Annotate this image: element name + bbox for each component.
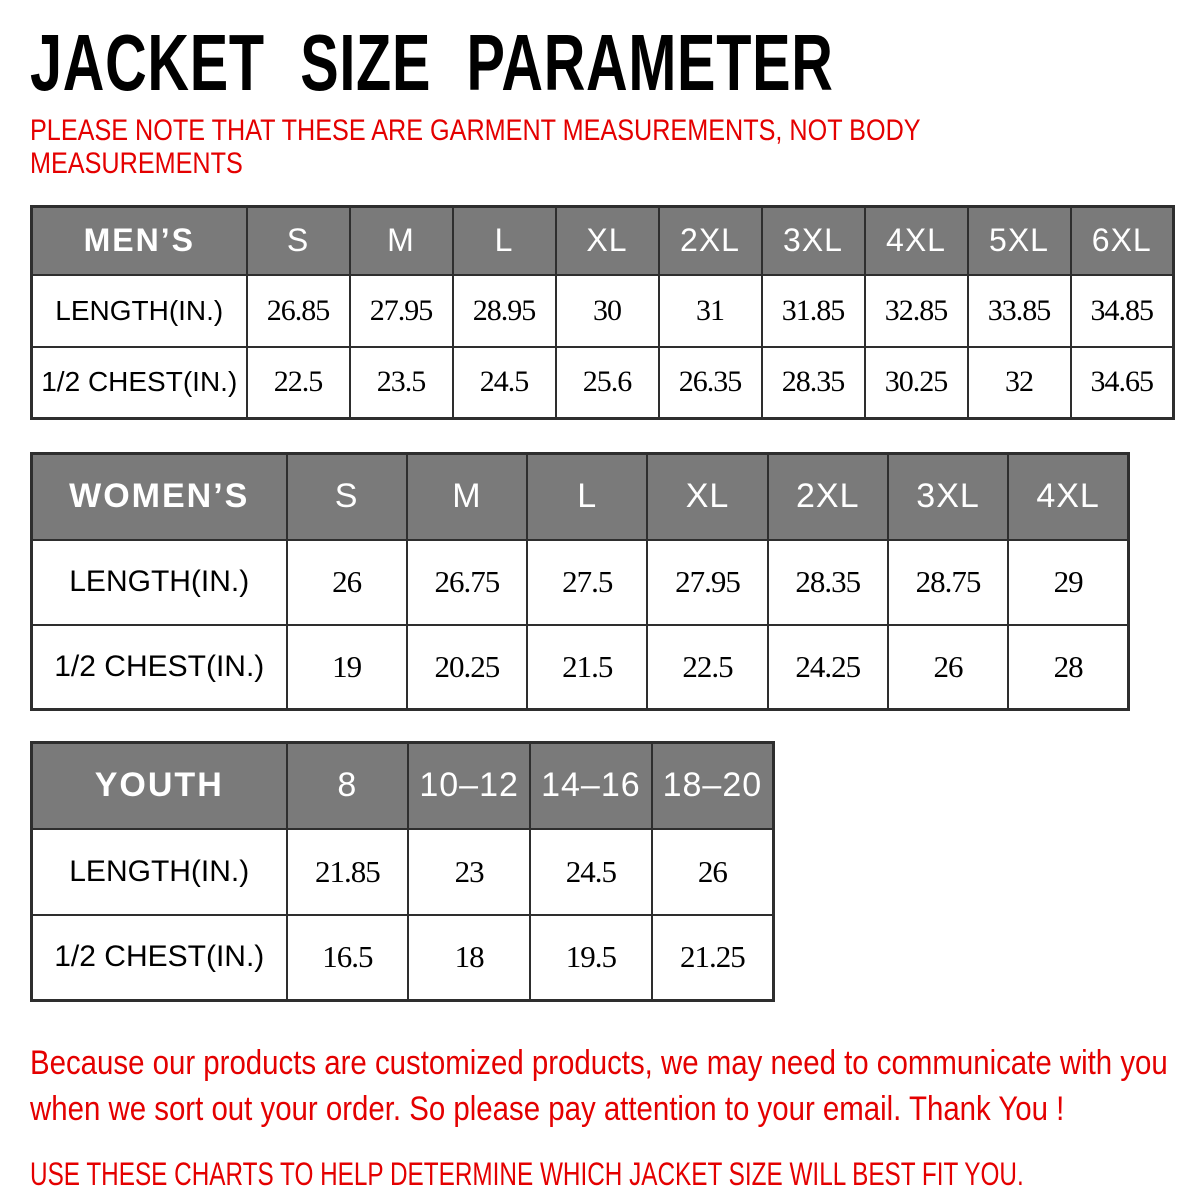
measurement-value-cell: 26	[886, 623, 1010, 711]
size-column-header: 3XL	[886, 452, 1010, 541]
custom-order-note: Because our products are customized prod…	[30, 1040, 1168, 1132]
measurement-value-cell: 31	[657, 273, 763, 348]
measurement-row: LENGTH(IN.) 26 26.75 27.5 27.95 28.35 28.75 29	[30, 538, 1130, 626]
measurement-value-cell: 30.25	[863, 345, 969, 420]
size-column-header: 3XL	[760, 205, 866, 276]
measurement-value-cell: 22.5	[646, 623, 769, 711]
custom-order-note-line-1: Because our products are customized prod…	[30, 1044, 1168, 1082]
size-column-header: 14–16	[529, 741, 653, 830]
measurement-value-cell: 28.35	[760, 345, 866, 420]
measurement-value-cell: 21.85	[285, 827, 410, 916]
garment-measurement-note: PLEASE NOTE THAT THESE ARE GARMENT MEASU…	[30, 114, 996, 180]
size-column-header: L	[526, 452, 649, 541]
measurement-value-cell: 19.5	[529, 913, 653, 1002]
measurement-value-cell: 19	[285, 623, 408, 711]
measurement-value-cell: 16.5	[285, 913, 410, 1002]
measurement-value-cell: 34.65	[1069, 345, 1175, 420]
size-column-header: M	[348, 205, 454, 276]
note-line-2: MEASUREMENTS	[30, 147, 243, 180]
measurement-value-cell: 28	[1007, 623, 1130, 711]
size-column-header: XL	[646, 452, 769, 541]
measurement-value-cell: 32.85	[863, 273, 969, 348]
group-title-cell: MEN’S	[30, 205, 248, 276]
group-title-cell: WOMEN’S	[30, 452, 288, 541]
size-column-header: L	[451, 205, 557, 276]
usage-note: USE THESE CHARTS TO HELP DETERMINE WHICH…	[30, 1156, 1024, 1192]
group-title-cell: YOUTH	[30, 741, 288, 830]
measurement-value-cell: 32	[966, 345, 1072, 420]
size-column-header: S	[285, 452, 408, 541]
size-column-header: M	[405, 452, 529, 541]
measurement-value-cell: 24.25	[766, 623, 889, 711]
row-label-cell: LENGTH(IN.)	[30, 538, 288, 626]
note-line-1: PLEASE NOTE THAT THESE ARE GARMENT MEASU…	[30, 114, 921, 147]
size-column-header: 6XL	[1069, 205, 1175, 276]
measurement-row: LENGTH(IN.) 21.85 23 24.5 26	[30, 827, 775, 916]
measurement-value-cell: 23	[407, 827, 531, 916]
measurement-value-cell: 27.95	[646, 538, 769, 626]
size-column-header: 8	[285, 741, 410, 830]
measurement-value-cell: 28.35	[766, 538, 889, 626]
page-title-text: JACKET SIZE PARAMETER	[30, 18, 834, 107]
measurement-row: 1/2 CHEST(IN.) 16.5 18 19.5 21.25	[30, 913, 775, 1002]
measurement-value-cell: 28.75	[886, 538, 1010, 626]
size-column-header: 2XL	[766, 452, 889, 541]
measurement-value-cell: 26.35	[657, 345, 763, 420]
measurement-row: 1/2 CHEST(IN.) 19 20.25 21.5 22.5 24.25 26 28	[30, 623, 1130, 711]
usage-note-text: USE THESE CHARTS TO HELP DETERMINE WHICH…	[30, 1156, 1024, 1192]
measurement-value-cell: 28.95	[451, 273, 557, 348]
row-label-cell: LENGTH(IN.)	[30, 827, 288, 916]
youth-size-table: YOUTH 8 10–12 14–16 18–20 LENGTH(IN.) 21.85 23 2…	[30, 741, 775, 1002]
measurement-value-cell: 20.25	[405, 623, 529, 711]
size-column-header: 18–20	[650, 741, 775, 830]
size-column-header: 2XL	[657, 205, 763, 276]
measurement-row: LENGTH(IN.) 26.85 27.95 28.95 30 31 31.85 32.85…	[30, 273, 1175, 348]
size-column-header: 5XL	[966, 205, 1072, 276]
measurement-value-cell: 30	[554, 273, 660, 348]
size-column-header: S	[245, 205, 351, 276]
custom-order-note-line-2: when we sort out your order. So please p…	[30, 1090, 1065, 1128]
size-header-row: WOMEN’S S M L XL 2XL 3XL 4XL	[30, 452, 1130, 541]
measurement-value-cell: 18	[407, 913, 531, 1002]
size-column-header: 4XL	[1007, 452, 1130, 541]
measurement-value-cell: 33.85	[966, 273, 1072, 348]
page-title: JACKET SIZE PARAMETER	[30, 18, 1180, 107]
measurement-value-cell: 21.25	[650, 913, 775, 1002]
womens-size-table: WOMEN’S S M L XL 2XL 3XL 4XL LENGTH(IN.) 26 26.75 2…	[30, 452, 1130, 711]
measurement-value-cell: 25.6	[554, 345, 660, 420]
measurement-value-cell: 26.75	[405, 538, 529, 626]
measurement-value-cell: 23.5	[348, 345, 454, 420]
measurement-value-cell: 27.5	[526, 538, 649, 626]
size-column-header: XL	[554, 205, 660, 276]
measurement-value-cell: 31.85	[760, 273, 866, 348]
mens-size-table: MEN’S S M L XL 2XL 3XL 4XL 5XL 6XL LENGTH(IN.) 26.8…	[30, 205, 1175, 420]
measurement-value-cell: 26	[650, 827, 775, 916]
measurement-value-cell: 21.5	[526, 623, 649, 711]
measurement-value-cell: 26.85	[245, 273, 351, 348]
measurement-row: 1/2 CHEST(IN.) 22.5 23.5 24.5 25.6 26.35 28.35…	[30, 345, 1175, 420]
measurement-value-cell: 22.5	[245, 345, 351, 420]
measurement-value-cell: 34.85	[1069, 273, 1175, 348]
measurement-value-cell: 24.5	[451, 345, 557, 420]
measurement-value-cell: 29	[1007, 538, 1130, 626]
row-label-cell: 1/2 CHEST(IN.)	[30, 623, 288, 711]
row-label-cell: 1/2 CHEST(IN.)	[30, 913, 288, 1002]
measurement-value-cell: 24.5	[529, 827, 653, 916]
row-label-cell: LENGTH(IN.)	[30, 273, 248, 348]
measurement-value-cell: 27.95	[348, 273, 454, 348]
row-label-cell: 1/2 CHEST(IN.)	[30, 345, 248, 420]
size-header-row: YOUTH 8 10–12 14–16 18–20	[30, 741, 775, 830]
size-header-row: MEN’S S M L XL 2XL 3XL 4XL 5XL 6XL	[30, 205, 1175, 276]
size-column-header: 10–12	[407, 741, 531, 830]
measurement-value-cell: 26	[285, 538, 408, 626]
size-column-header: 4XL	[863, 205, 969, 276]
